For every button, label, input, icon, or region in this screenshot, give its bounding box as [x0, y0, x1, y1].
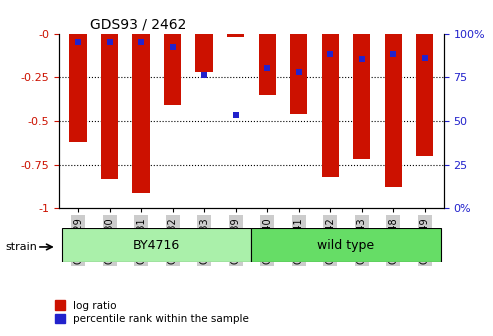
Bar	[133, 34, 150, 193]
Bar	[227, 34, 245, 37]
Bar	[321, 34, 339, 177]
Text: BY4716: BY4716	[133, 239, 180, 252]
Bar	[170, 44, 176, 50]
Bar	[353, 34, 370, 159]
Text: wild type: wild type	[317, 239, 375, 252]
Bar	[422, 54, 428, 61]
Bar	[70, 34, 87, 142]
Bar	[258, 34, 276, 95]
Bar	[75, 39, 81, 45]
Bar	[290, 34, 307, 114]
FancyBboxPatch shape	[251, 228, 441, 262]
Bar	[359, 56, 365, 62]
FancyBboxPatch shape	[62, 228, 251, 262]
Bar	[385, 34, 402, 187]
Bar	[233, 112, 239, 118]
Bar	[264, 65, 270, 71]
Bar	[138, 39, 144, 45]
Text: GDS93 / 2462: GDS93 / 2462	[90, 17, 186, 31]
Bar	[416, 34, 433, 156]
Bar	[390, 51, 396, 57]
Bar	[296, 69, 302, 75]
Bar	[106, 39, 112, 45]
Bar	[101, 34, 118, 179]
Bar	[201, 72, 207, 78]
Legend: log ratio, percentile rank within the sample: log ratio, percentile rank within the sa…	[55, 300, 249, 324]
Bar	[164, 34, 181, 105]
Bar	[196, 34, 213, 72]
Text: strain: strain	[5, 242, 37, 252]
Bar	[327, 51, 333, 57]
